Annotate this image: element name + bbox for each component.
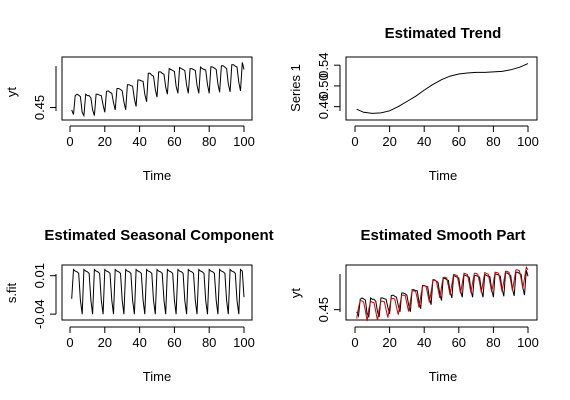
panel-seasonal-series [71,268,245,315]
panel-observed-y-ticks: 0.45 [32,66,57,120]
panel-seasonal-x-tick-label: 0 [66,335,73,350]
panel-smooth-x-ticks: 0 20 40 60 80 100 [351,326,539,350]
panel-observed-x-ticks: 0 20 40 60 80 100 [66,125,255,149]
panel-observed-y-label: yt [4,87,19,98]
panel-seasonal-x-tick-label: 80 [202,335,216,350]
panel-trend-x-tick-label: 0 [351,134,358,149]
panel-smooth-smooth-line [356,265,529,322]
panel-trend-series [356,63,529,114]
panel-smooth-x-tick-label: 60 [452,335,466,350]
panel-smooth-x-tick-label: 0 [351,335,358,350]
panel-trend-x-tick-label: 20 [382,134,396,149]
panel-trend-y-ticks: 0.460.500.54 [316,53,341,119]
panel-observed-observed-line [71,62,245,118]
panel-trend-x-tick-label: 100 [517,134,539,149]
panel-seasonal-x-label: Time [143,369,171,384]
panel-trend-x-tick-label: 40 [417,134,431,149]
panel-trend-title: Estimated Trend [385,25,502,42]
panel-observed-x-tick-label: 0 [66,134,73,149]
panel-observed-x-tick-label: 100 [233,134,255,149]
panel-trend-y-label: Series 1 [288,64,303,112]
panel-trend-x-ticks: 0 20 40 60 80 100 [351,125,539,149]
panel-trend: Estimated Trend 0 20 40 60 80 100 0.460.500.5… [288,25,539,183]
panel-seasonal-x-tick-label: 60 [167,335,181,350]
panel-trend-x-label: Time [429,168,457,183]
panel-seasonal-x-tick-label: 40 [132,335,146,350]
panel-observed-series [71,62,245,118]
panel-observed-y-tick-label: 0.45 [32,95,47,120]
panel-smooth-observed-line [356,269,529,319]
panel-trend-y-tick-label: 0.54 [316,53,331,78]
panel-observed-plot-box [61,56,253,121]
panel-smooth-series [356,265,529,322]
panel-observed-x-tick-label: 40 [132,134,146,149]
panel-smooth-plot-box [345,264,538,321]
panel-smooth-x-tick-label: 100 [517,335,539,350]
panel-smooth-y-tick-label: 0.45 [316,297,331,322]
panel-smooth-y-label: yt [288,288,303,299]
panel-smooth-x-tick-label: 40 [417,335,431,350]
panel-smooth-title: Estimated Smooth Part [360,227,525,244]
panel-trend-trend-line [356,63,529,114]
panel-observed: 0 20 40 60 80 100 0.45 Time yt [4,56,255,183]
panel-trend-x-tick-label: 80 [486,134,500,149]
panel-seasonal-plot-box [61,264,253,321]
panel-trend-y-tick-label: 0.46 [316,94,331,119]
panel-seasonal-x-ticks: 0 20 40 60 80 100 [66,326,255,350]
panel-seasonal-x-tick-label: 100 [233,335,255,350]
panel-seasonal-title: Estimated Seasonal Component [44,227,273,244]
panel-trend-y-tick-label: 0.50 [316,73,331,98]
panel-seasonal-y-ticks: -0.04 0.01 [32,263,57,329]
panel-trend-plot-box [345,56,538,121]
panel-observed-x-tick-label: 20 [98,134,112,149]
panel-seasonal: Estimated Seasonal Component 0 20 40 60 80 10… [4,227,274,384]
panel-smooth-x-label: Time [429,369,457,384]
panel-trend-x-tick-label: 60 [452,134,466,149]
panel-smooth-x-tick-label: 80 [486,335,500,350]
panel-seasonal-y-label: s.fit [4,283,19,304]
panel-observed-x-label: Time [143,168,171,183]
panel-observed-x-tick-label: 80 [202,134,216,149]
panel-seasonal-y-tick-label: -0.04 [32,299,47,329]
panel-smooth-y-ticks: 0.45 [316,274,341,322]
panel-seasonal-x-tick-label: 20 [98,335,112,350]
panel-seasonal-y-tick-label: 0.01 [32,263,47,288]
panel-seasonal-seasonal-line [71,268,245,315]
panel-smooth-x-tick-label: 20 [382,335,396,350]
panel-observed-x-tick-label: 60 [167,134,181,149]
panel-smooth: Estimated Smooth Part 0 20 40 60 80 100 0.45 … [288,227,539,384]
